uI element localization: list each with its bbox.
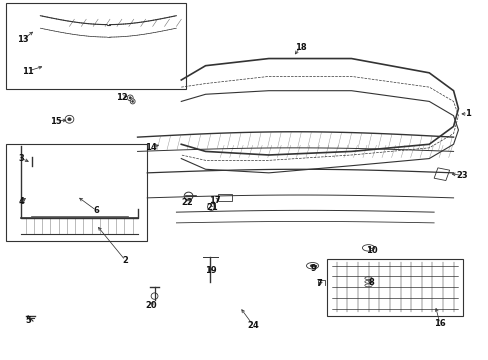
Ellipse shape [63, 193, 65, 195]
Ellipse shape [34, 198, 37, 201]
Text: 10: 10 [366, 246, 377, 255]
Text: 17: 17 [208, 196, 220, 205]
Ellipse shape [28, 162, 35, 166]
Text: 4: 4 [19, 197, 25, 206]
Ellipse shape [364, 284, 371, 287]
Bar [433, 168, 449, 180]
Bar [6, 144, 147, 241]
Ellipse shape [30, 163, 33, 165]
Text: 5: 5 [25, 315, 31, 324]
Ellipse shape [309, 265, 314, 267]
Text: 24: 24 [247, 321, 259, 330]
Text: 2: 2 [122, 256, 128, 265]
Text: 9: 9 [310, 264, 316, 273]
Ellipse shape [364, 277, 371, 280]
Ellipse shape [129, 97, 131, 99]
Bar [326, 258, 462, 316]
Ellipse shape [207, 203, 215, 210]
Ellipse shape [97, 195, 100, 197]
Ellipse shape [306, 262, 318, 269]
Ellipse shape [151, 293, 158, 299]
Ellipse shape [65, 115, 74, 123]
Text: 3: 3 [19, 154, 24, 163]
Text: 18: 18 [294, 42, 305, 51]
Text: 11: 11 [22, 67, 34, 76]
Text: 19: 19 [204, 266, 216, 275]
Text: 22: 22 [182, 198, 193, 207]
Text: 7: 7 [316, 279, 322, 288]
Text: 21: 21 [206, 203, 218, 212]
Text: 16: 16 [433, 319, 445, 328]
Ellipse shape [130, 99, 135, 104]
Ellipse shape [131, 100, 133, 102]
Text: 6: 6 [93, 206, 99, 215]
Ellipse shape [362, 245, 374, 251]
Bar [6, 3, 186, 89]
Ellipse shape [127, 95, 133, 101]
Ellipse shape [67, 118, 71, 121]
Text: 23: 23 [456, 171, 467, 180]
Ellipse shape [364, 280, 371, 283]
Text: 15: 15 [50, 117, 61, 126]
Text: 12: 12 [116, 93, 127, 102]
Ellipse shape [184, 192, 193, 200]
Bar [217, 194, 232, 202]
Ellipse shape [34, 173, 37, 176]
Text: 14: 14 [145, 143, 157, 152]
Text: 1: 1 [464, 109, 470, 118]
Text: 8: 8 [367, 278, 373, 287]
Text: 20: 20 [145, 301, 157, 310]
Text: 13: 13 [17, 35, 28, 44]
